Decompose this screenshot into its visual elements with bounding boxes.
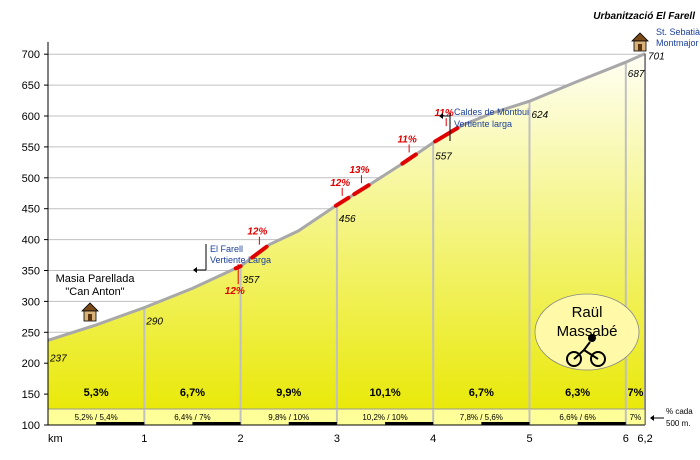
segment-halves-label: 6,4% / 7% (174, 413, 210, 422)
x-tick-label: 3 (334, 433, 340, 445)
y-tick-label: 400 (22, 235, 40, 247)
annotation-farell-line1: El Farell (210, 244, 243, 254)
author-badge: Raül Massabé (534, 293, 640, 371)
half-km-marker (577, 422, 626, 425)
x-tick-label: 2 (238, 433, 244, 445)
profile-line (47, 52, 646, 342)
badge-line1: Raül (572, 304, 603, 321)
half-km-marker (192, 422, 241, 425)
steep-section (400, 152, 418, 166)
arrow-left-icon (439, 113, 451, 141)
steep-section (352, 183, 371, 197)
half-km-marker (96, 422, 145, 425)
altitude-label: 357 (243, 275, 260, 286)
altitude-label: 237 (49, 353, 67, 364)
annotation-sebastia: St. Sebatià Montmajor (631, 27, 700, 52)
y-tick-label: 200 (22, 358, 40, 370)
y-tick-label: 500 (22, 173, 40, 185)
altitude-label: 624 (532, 110, 549, 121)
segment-avg-label: 10,1% (369, 387, 400, 399)
legend-note-line1: % cada (666, 407, 693, 416)
x-tick-label: 6,2 (637, 433, 652, 445)
segment-avg-label: 9,9% (276, 387, 301, 399)
house-icon (81, 302, 99, 322)
segment-avg-label: 5,3% (84, 387, 109, 399)
steep-section (250, 244, 269, 260)
altitude-label: 687 (628, 69, 645, 80)
y-tick-label: 650 (22, 80, 40, 92)
y-tick-label: 350 (22, 266, 40, 278)
steep-label: 13% (349, 165, 369, 176)
x-tick-label: km (48, 433, 63, 445)
cyclist-icon (566, 334, 606, 367)
x-tick-label: 6 (623, 433, 629, 445)
segment-halves-label: 7,8% / 5,6% (460, 413, 503, 422)
x-tick-label: 4 (430, 433, 436, 445)
axes: 100 150 200 250 300 350 400 450 500 550 600 650 700 k… (22, 41, 653, 445)
half-km-marker (385, 422, 434, 425)
altitude-label: 701 (648, 52, 665, 63)
y-tick-label: 700 (22, 49, 40, 61)
segment-halves-label: 9,8% / 10% (268, 413, 309, 422)
altitude-label: 456 (339, 214, 356, 225)
annotation-masia: Masia Parellada "Can Anton" (56, 273, 136, 322)
x-tick-label: 1 (141, 433, 147, 445)
annotation-farell: El Farell Vertiente Larga (193, 244, 271, 273)
segment-halves-label: 5,2% / 5,4% (75, 413, 118, 422)
steep-sections: 12% 12% 12% 13% 11% 11% (225, 108, 460, 297)
profile-fill (48, 53, 646, 425)
annotation-sebastia-line1: St. Sebatià (656, 27, 700, 37)
steep-label: 12% (330, 178, 350, 189)
badge-line2: Massabé (557, 323, 618, 340)
steep-label: 12% (247, 227, 267, 238)
steep-section (433, 126, 460, 144)
annotation-masia-line2: "Can Anton" (65, 286, 124, 298)
half-km-marker (481, 422, 530, 425)
profile-area (47, 52, 647, 425)
y-tick-label: 100 (22, 420, 40, 432)
arrow-left-icon (650, 415, 664, 421)
annotation-caldes: Caldes de Montbui Vertiente larga (439, 107, 529, 141)
annotation-farell-line2: Vertiente Larga (210, 255, 271, 265)
steep-section (333, 195, 351, 208)
segment-halves-label: 7% (630, 413, 642, 422)
legend-note-line2: 500 m. (666, 419, 690, 428)
segment-avg-label: 7% (627, 387, 643, 399)
annotation-sebastia-line2: Montmajor (656, 38, 699, 48)
gradient-bands: 5,3% 5,2% / 5,4% 6,7% 6,4% / 7% 9,9% 9,8% / 1… (48, 387, 646, 425)
annotation-caldes-line2: Vertiente larga (454, 119, 512, 129)
half-km-marker (288, 422, 337, 425)
y-tick-label: 550 (22, 142, 40, 154)
annotation-masia-line1: Masia Parellada (56, 273, 136, 285)
y-tick-label: 450 (22, 204, 40, 216)
steep-label: 11% (435, 108, 454, 119)
segment-halves-label: 6,6% / 6% (559, 413, 595, 422)
steep-label: 11% (397, 134, 416, 145)
legend-note: % cada 500 m. (650, 407, 693, 428)
house-icon (631, 32, 649, 52)
y-tick-label: 250 (22, 327, 40, 339)
altitude-label: 290 (145, 317, 163, 328)
steep-label: 12% (225, 286, 245, 297)
half-km-band (48, 409, 646, 425)
arrow-left-icon (193, 244, 207, 273)
segment-avg-label: 6,7% (469, 387, 494, 399)
x-tick-label: 5 (526, 433, 532, 445)
y-tick-label: 600 (22, 111, 40, 123)
segment-avg-label: 6,7% (180, 387, 205, 399)
chart-title: Urbanització El Farell (593, 11, 695, 22)
altitude-label: 557 (435, 152, 452, 163)
segment-avg-label: 6,3% (565, 387, 590, 399)
y-tick-label: 300 (22, 296, 40, 308)
y-tick-label: 150 (22, 389, 40, 401)
segment-halves-label: 10,2% / 10% (362, 413, 407, 422)
annotation-caldes-line1: Caldes de Montbui (454, 107, 529, 117)
